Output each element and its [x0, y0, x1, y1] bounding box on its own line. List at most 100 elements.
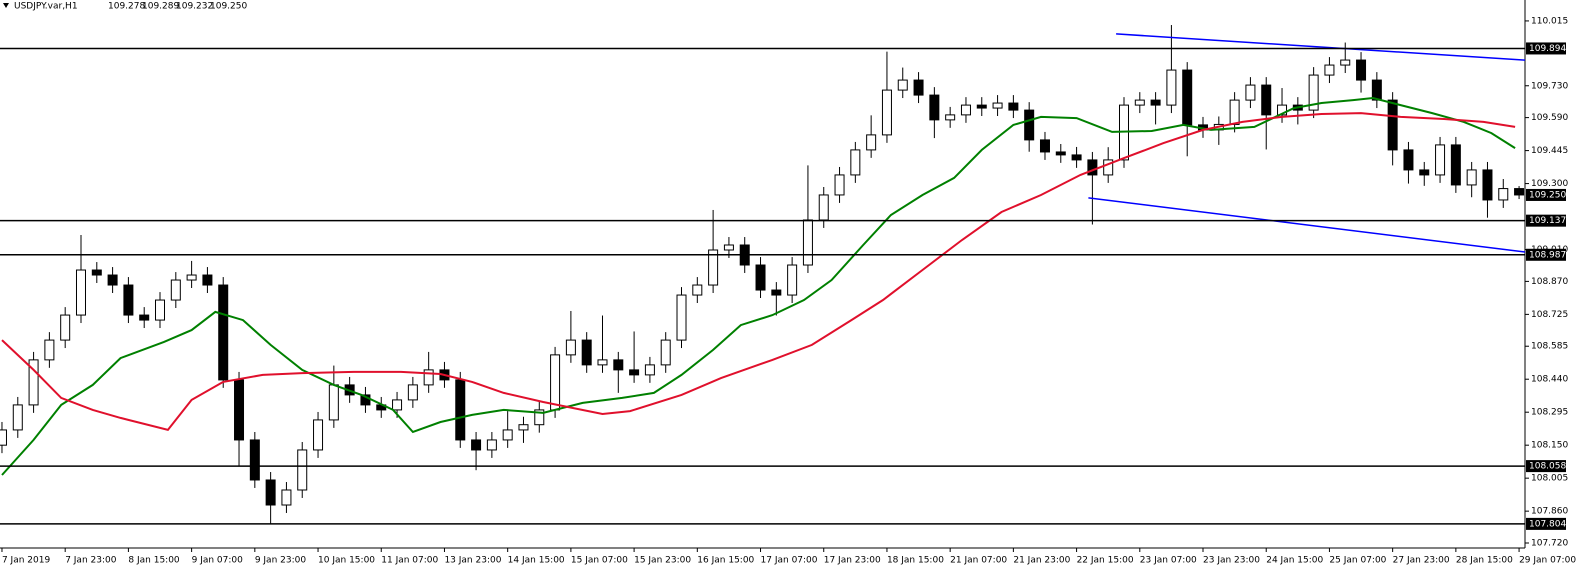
x-tick-label: 16 Jan 15:00 — [697, 556, 754, 566]
level-tag — [1526, 248, 1566, 261]
level-label: 107.804 — [1529, 519, 1566, 529]
candle-body — [91, 269, 102, 276]
candle-body — [723, 244, 734, 251]
candle-body — [1039, 139, 1050, 153]
candle-body — [644, 364, 655, 376]
x-tick-label: 18 Jan 15:00 — [887, 556, 944, 566]
candle-body — [1261, 84, 1272, 116]
candle-body — [755, 264, 766, 291]
x-tick-label: 7 Jan 2019 — [2, 556, 50, 566]
candle-body — [75, 269, 86, 316]
candle-body — [1229, 99, 1240, 125]
candle-body — [850, 149, 861, 176]
x-tick-label: 22 Jan 15:00 — [1077, 556, 1134, 566]
candle-body — [534, 409, 545, 426]
candle-body — [1356, 59, 1367, 81]
y-tick-label: 108.870 — [1531, 277, 1568, 287]
candle-body — [1166, 69, 1177, 106]
level-tag — [1526, 460, 1566, 473]
x-tick-label: 21 Jan 23:00 — [1013, 556, 1070, 566]
level-label: 108.987 — [1529, 250, 1566, 260]
candle-body — [1403, 149, 1414, 171]
candle-body — [1055, 151, 1066, 156]
x-tick-label: 9 Jan 23:00 — [255, 556, 307, 566]
candle-body — [455, 379, 466, 441]
ohlc-label: 109.232 — [176, 2, 213, 12]
y-tick-label: 108.005 — [1531, 474, 1568, 484]
candle-body — [613, 359, 624, 371]
candle-body — [1134, 99, 1145, 106]
candle-body — [929, 94, 940, 121]
candle-body — [486, 439, 497, 451]
level-tag — [1526, 42, 1566, 55]
candle-body — [1450, 144, 1461, 186]
candle-body — [1387, 99, 1398, 151]
candle-body — [1182, 69, 1193, 126]
candle-body — [392, 399, 403, 411]
candle-body — [28, 359, 39, 406]
x-tick-label: 14 Jan 15:00 — [508, 556, 565, 566]
y-tick-label: 107.860 — [1531, 507, 1568, 517]
y-tick-label: 108.585 — [1531, 342, 1568, 352]
candle-body — [1419, 169, 1430, 176]
candle-body — [1071, 154, 1082, 161]
candle-body — [1245, 84, 1256, 101]
candle-body — [1308, 74, 1319, 111]
x-tick-label: 28 Jan 15:00 — [1456, 556, 1513, 566]
candle-body — [12, 404, 23, 431]
y-tick-label: 110.015 — [1531, 16, 1568, 26]
candle-body — [1024, 109, 1035, 141]
price-label: 109.250 — [1529, 190, 1566, 200]
x-tick-label: 15 Jan 07:00 — [571, 556, 628, 566]
menu-arrow[interactable] — [3, 3, 9, 8]
candle-body — [581, 339, 592, 366]
trend-line — [1088, 197, 1526, 253]
candle-body — [1087, 159, 1098, 176]
candle-body — [139, 314, 150, 321]
candle-body — [186, 274, 197, 281]
x-tick-label: 11 Jan 07:00 — [381, 556, 438, 566]
y-tick-label: 108.725 — [1531, 310, 1568, 320]
candle-body — [1435, 144, 1446, 176]
candle-body — [407, 384, 418, 401]
candle-body — [787, 264, 798, 296]
candle-body — [0, 429, 7, 446]
candle-body — [170, 279, 181, 301]
candle-body — [1008, 102, 1019, 111]
level-label: 108.058 — [1529, 462, 1566, 472]
candle-body — [881, 89, 892, 136]
x-tick-label: 15 Jan 23:00 — [634, 556, 691, 566]
y-tick-label: 109.730 — [1531, 81, 1568, 91]
candle-body — [960, 104, 971, 116]
level-tag — [1526, 214, 1566, 227]
x-tick-label: 10 Jan 15:00 — [318, 556, 375, 566]
ohlc-label: 109.250 — [210, 2, 247, 12]
candle-body — [834, 174, 845, 196]
candle-body — [771, 289, 782, 296]
price-tag — [1526, 188, 1566, 201]
candle-body — [1103, 159, 1114, 176]
candle-body — [297, 449, 308, 491]
x-tick-label: 25 Jan 07:00 — [1329, 556, 1386, 566]
x-tick-label: 13 Jan 23:00 — [444, 556, 501, 566]
candle-body — [218, 284, 229, 381]
candle-body — [897, 79, 908, 91]
level-label: 109.137 — [1529, 216, 1566, 226]
candle-body — [502, 429, 513, 441]
y-tick-label: 109.590 — [1531, 113, 1568, 123]
ohlc-label: 109.278 — [108, 2, 145, 12]
candle-body — [1498, 188, 1509, 201]
x-tick-label: 29 Jan 07:00 — [1519, 556, 1576, 566]
candle-body — [913, 79, 924, 96]
candle-body — [423, 369, 434, 386]
candle-body — [1466, 169, 1477, 186]
candle-body — [60, 314, 71, 341]
candle-body — [234, 379, 245, 441]
candle-body — [1340, 59, 1351, 66]
candle-body — [44, 339, 55, 361]
x-tick-label: 21 Jan 07:00 — [950, 556, 1007, 566]
candle-body — [1324, 64, 1335, 76]
candle-body — [1371, 79, 1382, 101]
x-tick-label: 17 Jan 07:00 — [761, 556, 818, 566]
candle-body — [818, 194, 829, 221]
